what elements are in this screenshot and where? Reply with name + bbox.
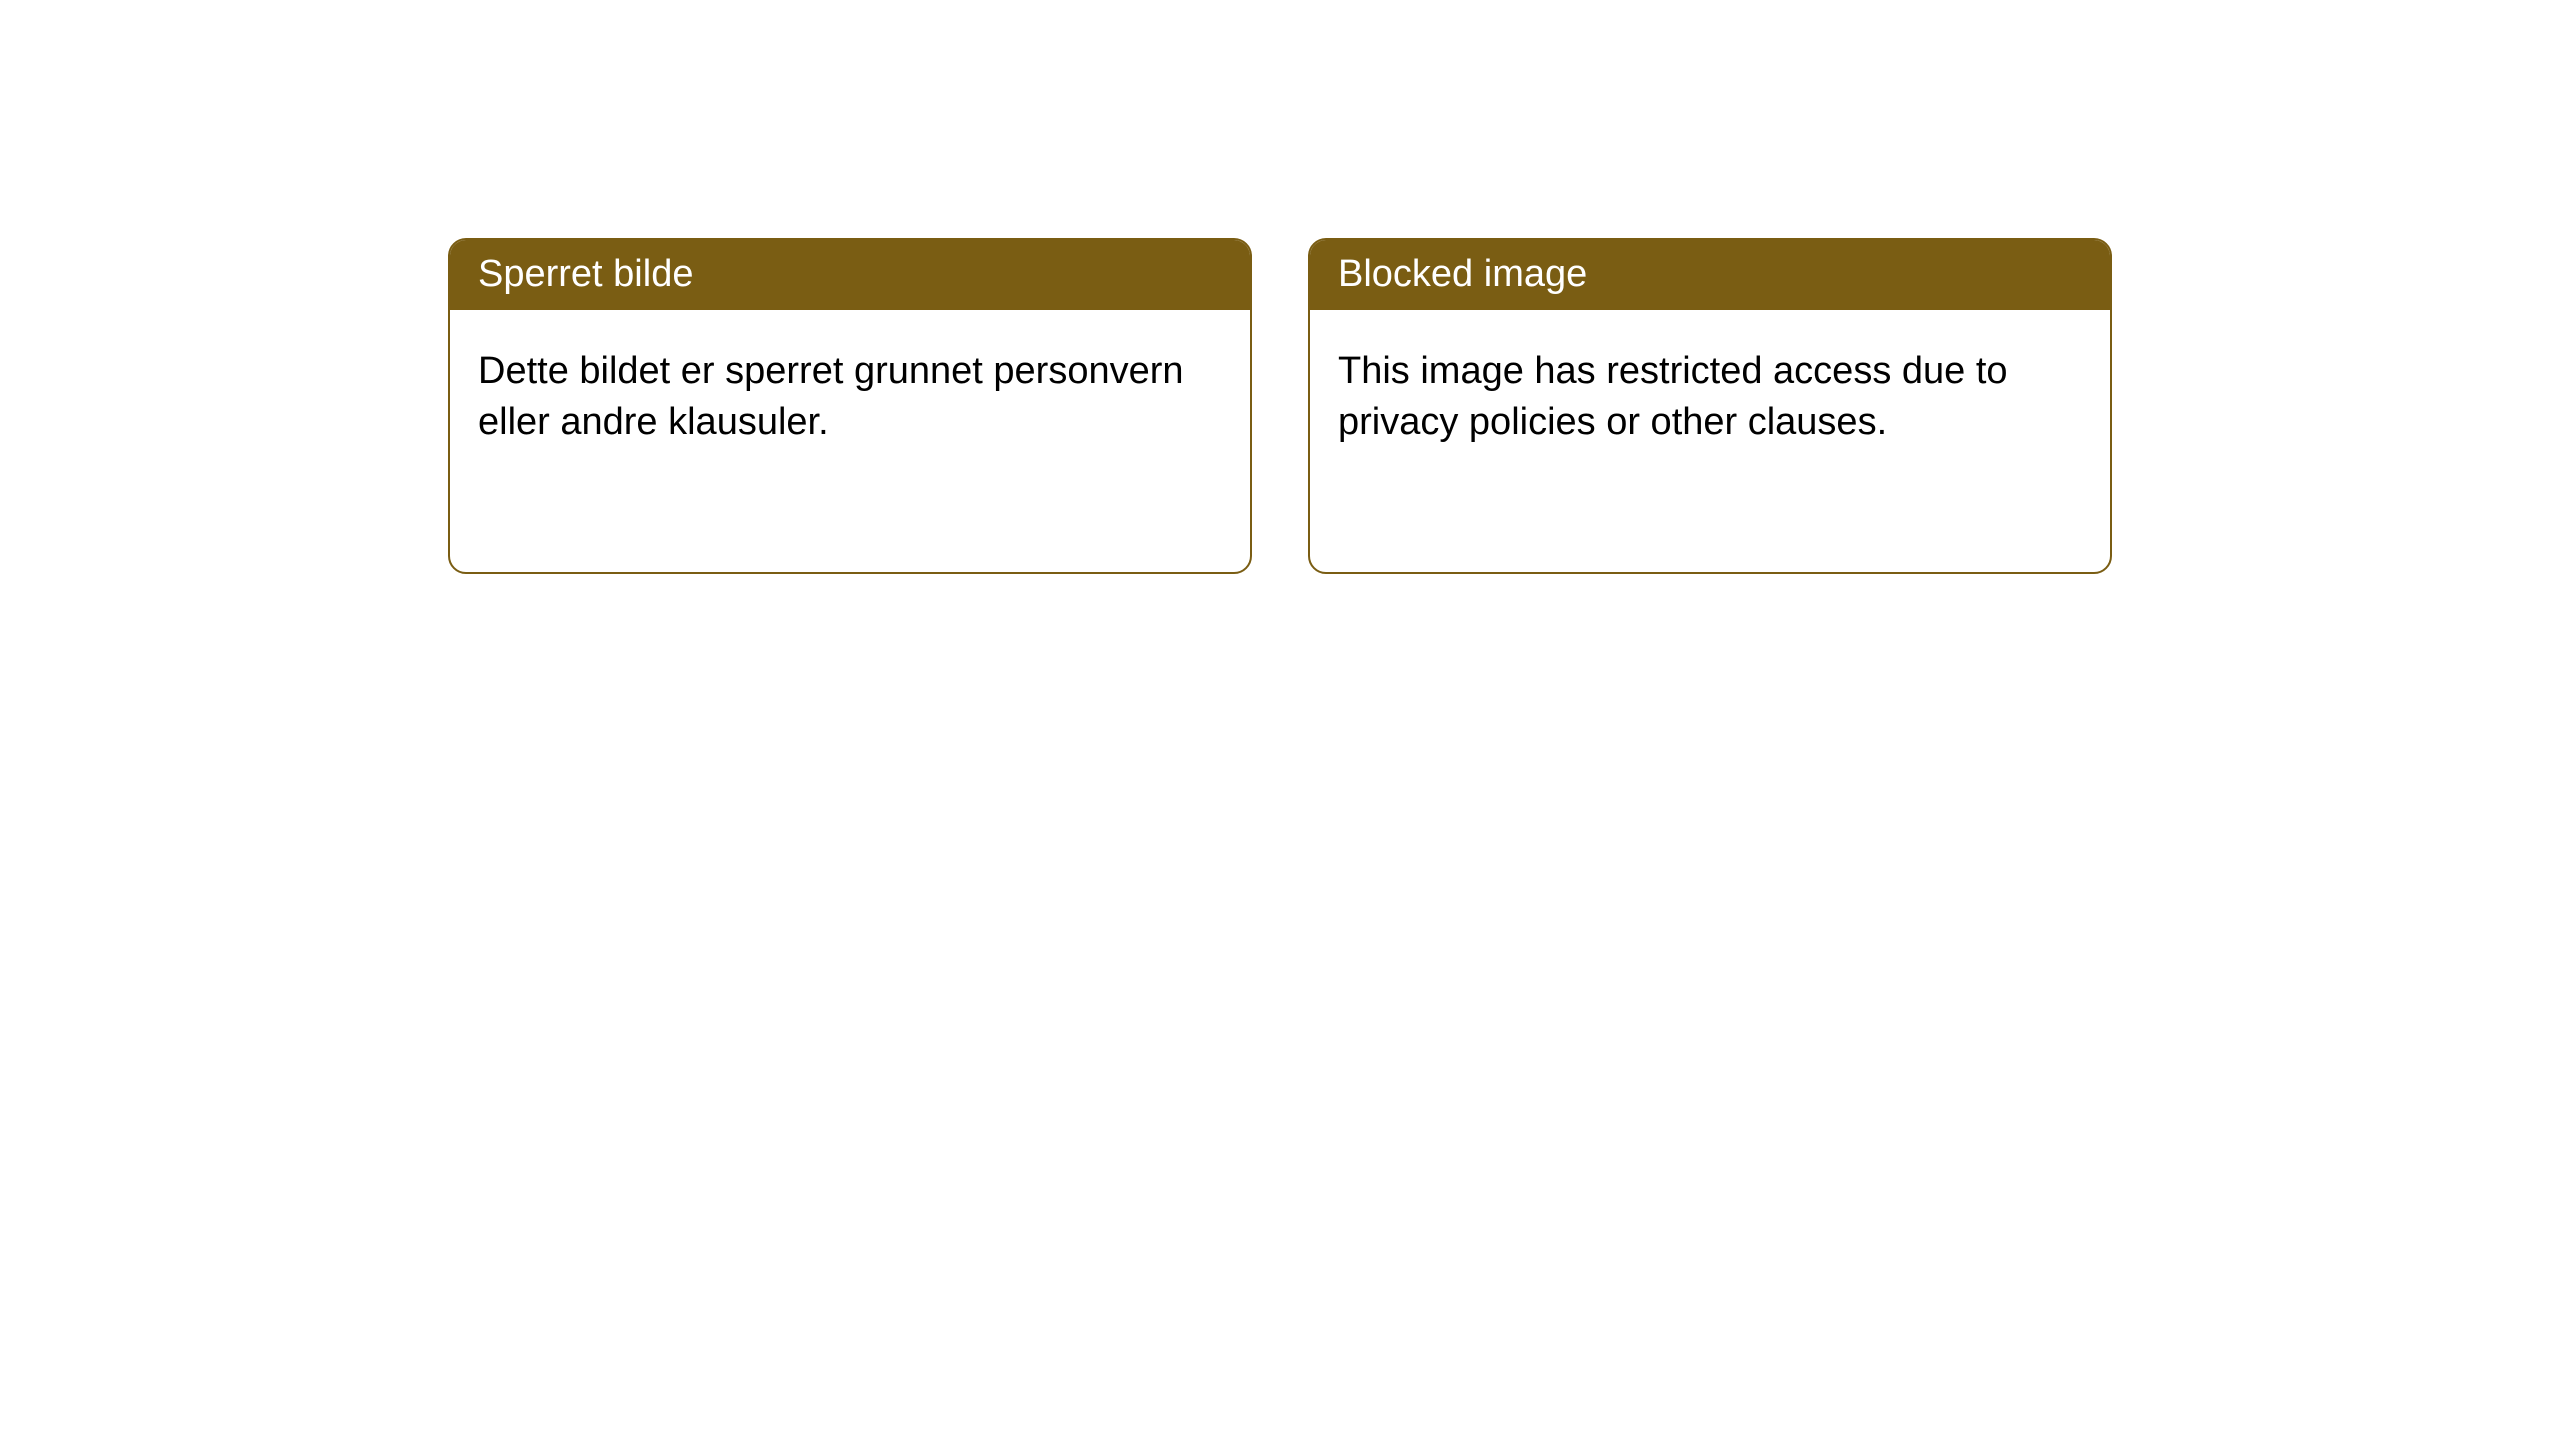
notice-header-english: Blocked image xyxy=(1310,240,2110,310)
notice-title: Blocked image xyxy=(1338,253,1587,295)
notice-body-english: This image has restricted access due to … xyxy=(1310,310,2110,485)
notice-body-text: This image has restricted access due to … xyxy=(1338,350,2008,443)
notice-body-norwegian: Dette bildet er sperret grunnet personve… xyxy=(450,310,1250,485)
notice-body-text: Dette bildet er sperret grunnet personve… xyxy=(478,350,1184,443)
notice-title: Sperret bilde xyxy=(478,253,693,295)
notice-header-norwegian: Sperret bilde xyxy=(450,240,1250,310)
notice-container: Sperret bilde Dette bildet er sperret gr… xyxy=(0,0,2560,574)
notice-card-norwegian: Sperret bilde Dette bildet er sperret gr… xyxy=(448,238,1252,574)
notice-card-english: Blocked image This image has restricted … xyxy=(1308,238,2112,574)
